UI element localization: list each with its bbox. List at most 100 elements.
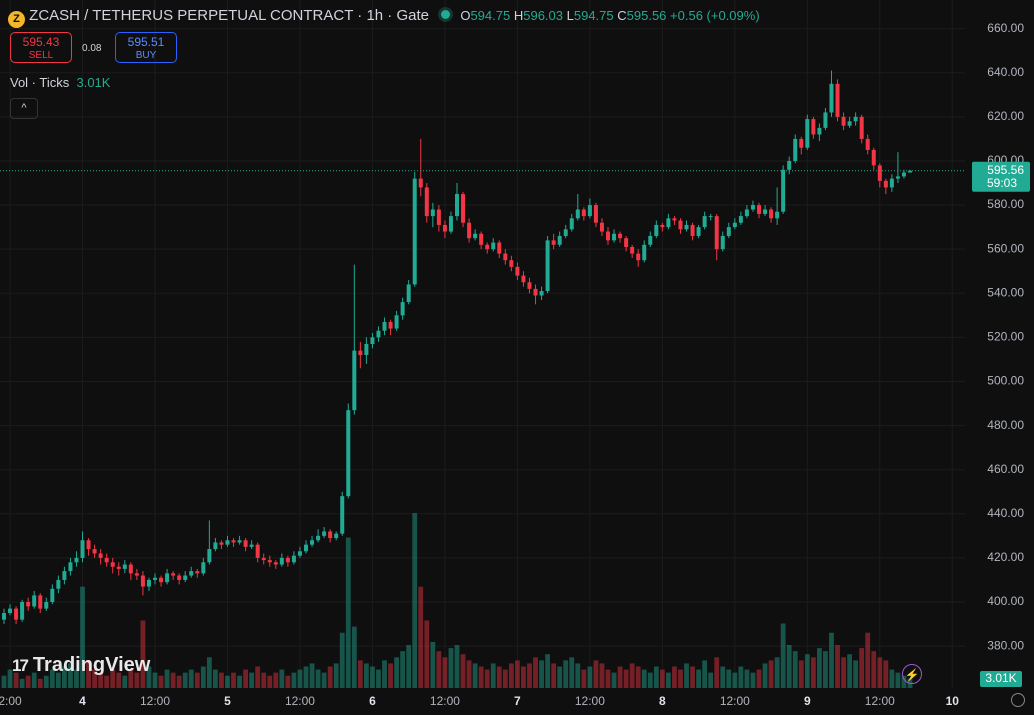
- volume-bar: [581, 669, 587, 688]
- volume-bar: [80, 586, 85, 688]
- settings-icon[interactable]: [1011, 693, 1025, 707]
- candle-body: [714, 216, 719, 250]
- x-tick-label: 12:00: [430, 694, 460, 708]
- x-tick-label: 9: [804, 694, 811, 708]
- volume-bar: [635, 666, 641, 688]
- volume-bar: [659, 669, 665, 688]
- volume-bar: [611, 672, 617, 688]
- volume-bar: [1, 675, 7, 688]
- candle-body: [177, 575, 182, 580]
- volume-bar: [303, 666, 309, 688]
- candle-body: [769, 209, 774, 219]
- volume-bar: [515, 660, 520, 688]
- volume-bar: [206, 657, 212, 688]
- y-tick-label: 440.00: [987, 506, 1024, 520]
- candle-body: [853, 116, 858, 122]
- volume-bar: [889, 669, 895, 688]
- coin-icon: Z: [8, 11, 25, 28]
- volume-bar: [804, 654, 810, 688]
- volume-bar: [357, 660, 363, 688]
- candle-body: [563, 229, 568, 236]
- volume-bar: [400, 651, 406, 688]
- volume-bar: [309, 663, 315, 688]
- volume-bar: [895, 672, 901, 688]
- h-value: 596.03: [523, 8, 563, 23]
- candle-body: [775, 211, 780, 219]
- candle-body: [98, 553, 103, 558]
- x-tick-label: 8: [659, 694, 666, 708]
- candle-body: [557, 235, 562, 245]
- candle-body: [340, 496, 345, 534]
- collapse-button[interactable]: ^: [10, 98, 38, 119]
- volume-bar: [321, 672, 327, 688]
- candle-body: [871, 149, 876, 166]
- x-tick-label: 7: [514, 694, 521, 708]
- candle-body: [811, 119, 816, 135]
- volume-bar: [496, 666, 502, 688]
- candle-body: [424, 187, 429, 217]
- candle-body: [877, 165, 882, 181]
- volume-bar: [412, 513, 418, 688]
- candle-body: [823, 112, 828, 128]
- candle-body: [128, 564, 133, 574]
- candle-body: [859, 116, 864, 139]
- volume-bar: [702, 660, 708, 688]
- volume-bar: [140, 620, 146, 688]
- volume-bar: [563, 660, 569, 688]
- candle-body: [895, 176, 900, 179]
- c-value: 595.56: [626, 8, 667, 23]
- candle-body: [521, 275, 526, 283]
- volume-bar: [527, 663, 532, 688]
- sell-button[interactable]: 595.43 SELL: [10, 32, 72, 63]
- volume-bar: [448, 648, 454, 688]
- volume-bar: [756, 669, 762, 688]
- candle-body: [545, 240, 550, 292]
- candle-body: [255, 544, 260, 558]
- volume-bar: [279, 669, 285, 688]
- candle-body: [322, 531, 327, 536]
- candle-body: [539, 291, 544, 296]
- x-tick-label: 4: [79, 694, 86, 708]
- price-tag-value: 595.56: [987, 163, 1024, 177]
- lightning-icon[interactable]: ⚡: [902, 664, 922, 684]
- volume-bar: [31, 672, 37, 688]
- volume-bar: [370, 666, 375, 688]
- volume-bar: [351, 626, 357, 688]
- volume-bar: [454, 645, 460, 688]
- candle-body: [310, 540, 315, 545]
- volume-bar: [327, 666, 333, 688]
- y-tick-label: 620.00: [987, 109, 1024, 123]
- brand: 17 TradingView: [12, 654, 151, 676]
- candle-body: [50, 588, 55, 602]
- candle-body: [201, 562, 206, 574]
- candle-body: [473, 233, 478, 239]
- candle-body: [2, 613, 6, 620]
- candle-body: [515, 266, 520, 276]
- volume-bar: [152, 672, 158, 688]
- volume-bar: [490, 663, 496, 688]
- price-tag: [972, 161, 1030, 192]
- volume-bar: [841, 657, 846, 688]
- candle-body: [219, 542, 224, 545]
- sell-label: SELL: [28, 50, 54, 61]
- candle-body: [159, 577, 164, 583]
- x-tick-label: 10: [946, 694, 960, 708]
- candle-body: [606, 231, 610, 241]
- volume-bar: [92, 669, 97, 688]
- candle-body: [485, 244, 490, 250]
- candle-body: [140, 575, 145, 587]
- volume-bar: [853, 660, 859, 688]
- candle-body: [328, 531, 333, 539]
- volume-bar: [267, 675, 273, 688]
- volume-bar: [732, 672, 738, 688]
- volume-bar: [508, 663, 514, 688]
- volume-tag-value: 3.01K: [985, 671, 1016, 685]
- candle-body: [382, 321, 387, 331]
- volume-bar: [641, 669, 647, 688]
- volume-bar: [49, 669, 55, 688]
- buy-button[interactable]: 595.51 BUY: [115, 32, 177, 63]
- volume-bar: [194, 672, 200, 688]
- candle-body: [750, 205, 755, 210]
- candle-body: [38, 595, 43, 609]
